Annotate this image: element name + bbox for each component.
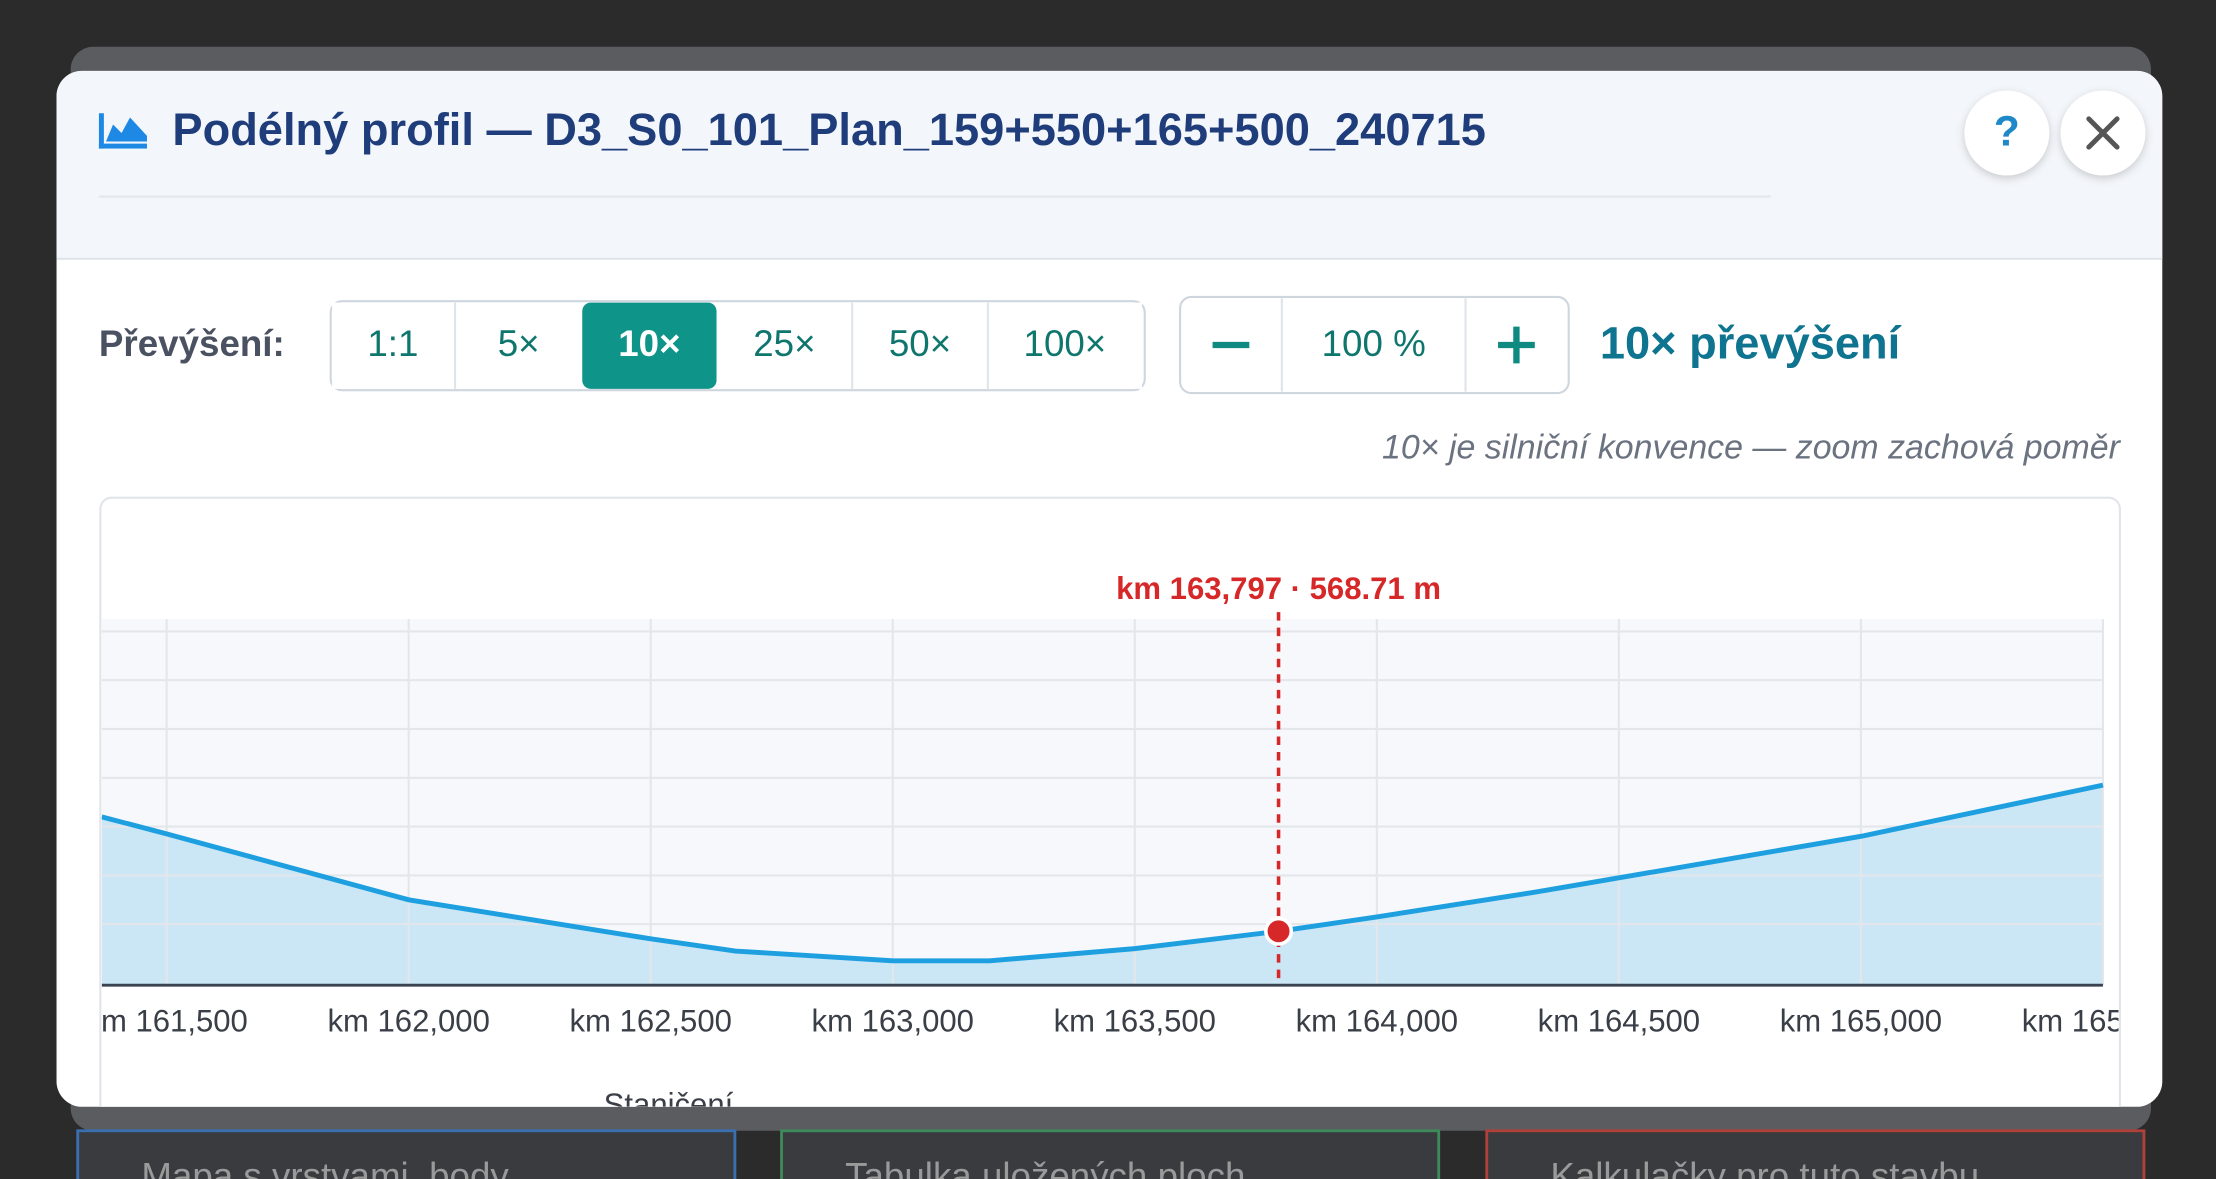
card-title: Kalkulačky pro tuto stavbu bbox=[1550, 1156, 1979, 1179]
modal-title: Podélný profil — D3_S0_101_Plan_159+550+… bbox=[172, 104, 1486, 155]
scale-buttons: 1:1 5× 10× 25× 50× 100× bbox=[332, 302, 1142, 389]
scale-button-label: 5× bbox=[498, 323, 540, 364]
help-button[interactable] bbox=[1964, 90, 2050, 176]
scale-button[interactable] bbox=[717, 302, 853, 389]
x-tick-label: km 162,000 bbox=[327, 1004, 489, 1039]
x-tick-label: km 163,000 bbox=[812, 1004, 974, 1039]
area-fill bbox=[101, 785, 2103, 986]
scale-label: Převýšení: bbox=[99, 323, 285, 364]
x-tick-label: km 165,000 bbox=[1780, 1004, 1942, 1039]
zoom-group bbox=[1179, 295, 1570, 395]
close-icon bbox=[2086, 116, 2120, 150]
scale-button-label: 1:1 bbox=[367, 323, 418, 364]
scale-button[interactable] bbox=[582, 302, 717, 389]
cursor-label: km 163,797 · 568.71 m bbox=[1116, 571, 1441, 606]
profile-line bbox=[101, 782, 2104, 964]
card bbox=[780, 1129, 1441, 1179]
modal-header bbox=[56, 70, 2163, 259]
x-tick-label: km 161,500 bbox=[85, 1004, 247, 1039]
x-tick-label: km 163,500 bbox=[1054, 1004, 1216, 1039]
scale-button-label: 10× bbox=[618, 323, 680, 364]
plus-icon bbox=[1498, 326, 1535, 364]
x-axis-label: Staničení bbox=[604, 1087, 734, 1122]
background-cards: Mapa s vrstvami, body Tabulka uložených p… bbox=[76, 1129, 2146, 1179]
card bbox=[1485, 1129, 2146, 1179]
x-tick-label: km 162,500 bbox=[569, 1004, 731, 1039]
x-tick-label: km 164,000 bbox=[1296, 1004, 1458, 1039]
modal-content: Podélný profil — D3_S0_101_Plan_159+550+… bbox=[56, 70, 2184, 1122]
help-icon: ? bbox=[1994, 108, 2020, 155]
scale-button[interactable] bbox=[989, 302, 1142, 389]
scale-button[interactable] bbox=[853, 302, 988, 389]
zoom-value: 100 % bbox=[1322, 323, 1426, 364]
cursor-point bbox=[1264, 916, 1294, 946]
card bbox=[76, 1129, 737, 1179]
scale-button[interactable] bbox=[332, 302, 456, 389]
x-tick-label: km 165,500 bbox=[2022, 1004, 2184, 1039]
card-title: Tabulka uložených ploch bbox=[845, 1156, 1245, 1179]
chart: km 161,500 km 162,000 km 162,500 km 163,000… bbox=[85, 571, 2184, 1122]
card-title: Mapa s vrstvami, body bbox=[141, 1156, 509, 1179]
scale-button-label: 100× bbox=[1024, 323, 1107, 364]
scale-note: 10× je silniční konvence — zoom zachová … bbox=[1382, 429, 2122, 467]
scale-button-label: 50× bbox=[889, 323, 951, 364]
chart-icon bbox=[98, 113, 147, 149]
scale-status: 10× převýšení bbox=[1600, 317, 1902, 368]
scale-button-label: 25× bbox=[753, 323, 815, 364]
x-tick-label: km 164,500 bbox=[1538, 1004, 1700, 1039]
scale-button[interactable] bbox=[456, 302, 583, 389]
